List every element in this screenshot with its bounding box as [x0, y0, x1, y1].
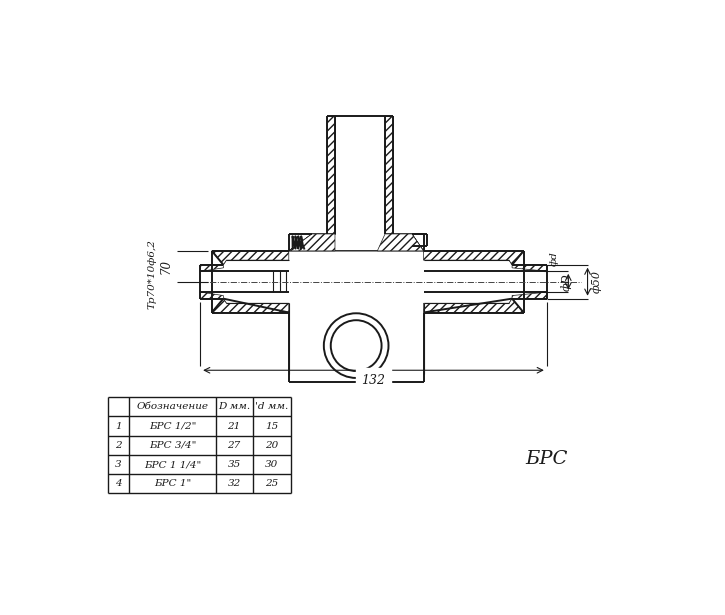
- Text: 30: 30: [265, 460, 278, 469]
- Polygon shape: [512, 265, 547, 271]
- Polygon shape: [377, 234, 423, 251]
- Polygon shape: [327, 116, 335, 234]
- Text: 20: 20: [265, 441, 278, 450]
- Text: фd: фd: [550, 251, 559, 266]
- Text: 21: 21: [228, 421, 241, 430]
- Polygon shape: [200, 265, 223, 271]
- Text: Тр70*10ф6,2: Тр70*10ф6,2: [148, 239, 157, 309]
- Text: БРС 1/2": БРС 1/2": [149, 421, 196, 430]
- Text: 4: 4: [115, 479, 122, 488]
- Polygon shape: [509, 251, 523, 265]
- Text: 27: 27: [228, 441, 241, 450]
- Text: 25: 25: [265, 479, 278, 488]
- Text: 132: 132: [362, 374, 386, 387]
- Polygon shape: [289, 234, 335, 251]
- Polygon shape: [509, 299, 523, 312]
- Polygon shape: [212, 299, 226, 312]
- Text: 15: 15: [265, 421, 278, 430]
- Polygon shape: [423, 251, 523, 265]
- Text: D мм.: D мм.: [218, 402, 250, 411]
- Text: 35: 35: [228, 460, 241, 469]
- Text: 'd мм.: 'd мм.: [255, 402, 289, 411]
- Text: 3: 3: [115, 460, 122, 469]
- Polygon shape: [289, 234, 423, 251]
- Text: 70: 70: [159, 259, 172, 274]
- Polygon shape: [212, 299, 289, 312]
- Text: БРС 1": БРС 1": [154, 479, 191, 488]
- Polygon shape: [423, 299, 523, 312]
- Text: БРС 3/4": БРС 3/4": [149, 441, 196, 450]
- Text: ф50: ф50: [592, 270, 602, 293]
- Polygon shape: [212, 251, 289, 265]
- Polygon shape: [512, 293, 547, 299]
- Polygon shape: [385, 116, 393, 234]
- Text: 1: 1: [115, 421, 122, 430]
- Text: БРС 1 1/4": БРС 1 1/4": [144, 460, 201, 469]
- Text: Обозначение: Обозначение: [136, 402, 209, 411]
- Text: фD: фD: [561, 273, 572, 290]
- Text: БРС: БРС: [526, 450, 568, 468]
- Polygon shape: [212, 251, 226, 265]
- Text: 2: 2: [115, 441, 122, 450]
- Polygon shape: [200, 293, 223, 299]
- Text: 32: 32: [228, 479, 241, 488]
